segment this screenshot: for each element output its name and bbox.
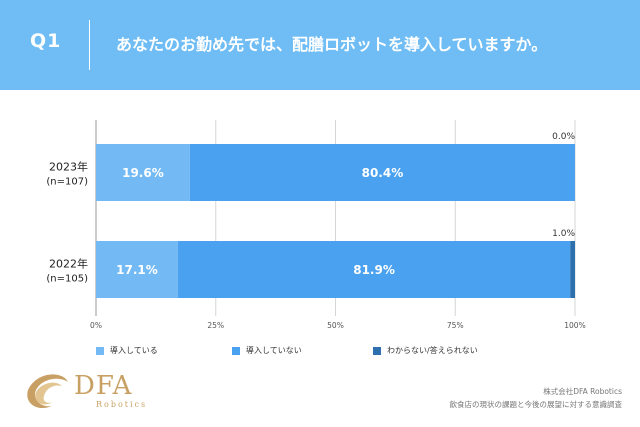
legend-label-unknown: わからない/答えられない [387, 346, 478, 355]
header-divider [89, 20, 90, 70]
header: Q1 あなたのお勤め先では、配膳ロボットを導入していますか。 [0, 0, 640, 90]
bar-segment [570, 241, 575, 298]
x-tick-label: 75% [447, 321, 464, 330]
legend-item-unknown: わからない/答えられない [373, 345, 478, 356]
question-number: Q1 [30, 30, 62, 52]
data-label: 81.9% [353, 263, 395, 277]
bar-segment [96, 241, 178, 298]
x-tick-label: 100% [564, 321, 585, 330]
legend-swatch-not-adopted [232, 346, 240, 355]
bar-segment [177, 241, 571, 298]
dfa-logo: DFA Robotics [22, 368, 172, 413]
data-label: 0.0% [552, 132, 575, 142]
logo-subtext: Robotics [96, 400, 148, 409]
category-label-year: 2023年 [49, 160, 88, 174]
legend-swatch-adopted [96, 346, 104, 355]
legend-item-adopted: 導入している [96, 345, 158, 356]
x-tick-label: 25% [207, 321, 224, 330]
category-label-n: (n=105) [46, 274, 88, 285]
legend-item-not-adopted: 導入していない [232, 345, 302, 356]
x-tick-label: 50% [327, 321, 344, 330]
data-label: 17.1% [116, 263, 158, 277]
logo-text: DFA [74, 371, 133, 401]
footer: 株式会社DFA Robotics 飲食店の現状の課題と今後の展望に対する意識調査 [450, 385, 623, 411]
category-label-n: (n=107) [46, 177, 88, 188]
bar-segment [189, 144, 575, 201]
legend-label-adopted: 導入している [110, 346, 158, 355]
data-label: 19.6% [122, 166, 164, 180]
stacked-bar-chart: 19.6% 80.4% 0.0% 17.1% 81.9% 1.0% 2023年 (n=107… [46, 120, 586, 330]
data-label: 1.0% [552, 229, 575, 239]
logo-swirl-icon [27, 374, 68, 409]
legend: 導入している 導入していない わからない/答えられない [0, 345, 640, 359]
x-tick-labels: 0% 25% 50% 75% 100% [90, 321, 586, 330]
category-labels: 2023年 (n=107) 2022年 (n=105) [46, 160, 88, 285]
bars: 19.6% 80.4% 0.0% 17.1% 81.9% 1.0% [96, 132, 575, 298]
question-text: あなたのお勤め先では、配膳ロボットを導入していますか。 [116, 35, 548, 54]
data-label: 80.4% [362, 166, 404, 180]
footer-company: 株式会社DFA Robotics [543, 387, 622, 396]
legend-swatch-unknown [373, 346, 381, 355]
legend-label-not-adopted: 導入していない [246, 346, 302, 355]
x-tick-label: 0% [90, 321, 102, 330]
footer-survey-title: 飲食店の現状の課題と今後の展望に対する意識調査 [449, 400, 623, 409]
category-label-year: 2022年 [49, 257, 88, 271]
bar-segment [96, 144, 190, 201]
